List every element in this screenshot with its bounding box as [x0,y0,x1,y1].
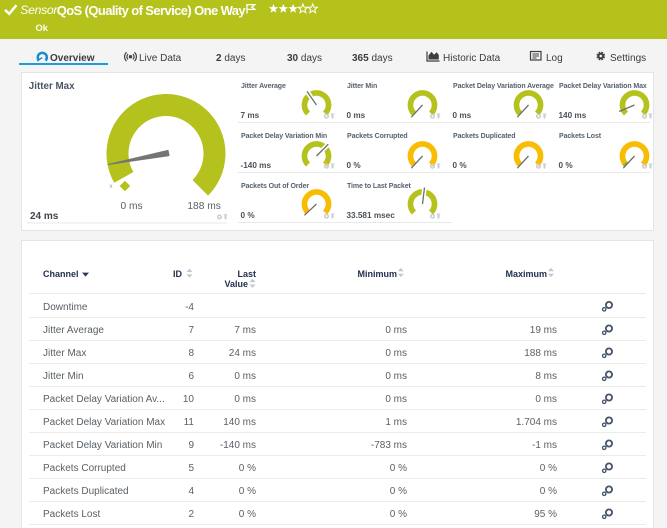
svg-text:x: x [109,183,113,190]
